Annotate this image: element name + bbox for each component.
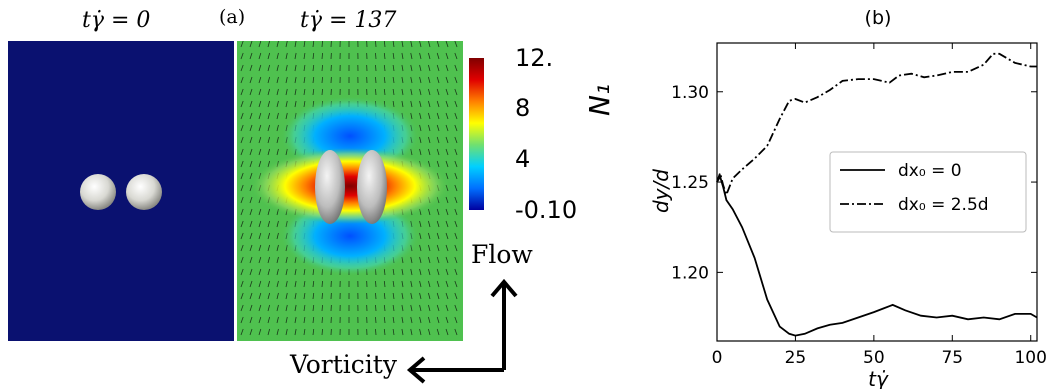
colorbar-tick-4: 4: [515, 145, 531, 173]
colorbar-tick-8: 8: [515, 94, 531, 122]
x-tick-label: 50: [863, 348, 885, 368]
initial-field-image: [8, 41, 234, 341]
x-tick-label: 0: [712, 348, 723, 368]
colorbar-label: N₁: [583, 83, 616, 116]
flow-arrow-icon: [490, 278, 518, 370]
legend-box: [829, 151, 1027, 233]
x-axis-label: tγ̇: [868, 367, 889, 389]
colorbar-svg: [469, 58, 484, 210]
chart-title: (b): [865, 7, 892, 29]
dy-chart: (b) dy/d tγ̇ 0 25 50 75 100 1.20 1.25 1.30 dx₀ =…: [649, 7, 1047, 389]
deformed-field-svg: [240, 41, 458, 336]
left-field-title: tγ̇ = 0: [82, 8, 151, 33]
legend: dx₀ = 0 dx₀ = 2.5d: [829, 151, 1027, 233]
y-tick-label: 1.25: [671, 173, 709, 193]
sphere-left: [80, 174, 116, 210]
initial-field-spheres: [80, 174, 162, 210]
x-tick-label: 25: [785, 348, 807, 368]
colorbar-gradient: [469, 58, 484, 210]
deformed-particle-left: [315, 150, 345, 224]
plot-frame: [716, 42, 1038, 342]
vorticity-arrow-icon: [406, 356, 504, 384]
sphere-right: [126, 174, 162, 210]
vorticity-label: Vorticity: [290, 350, 397, 379]
deformed-field-image: [237, 41, 463, 341]
flow-label: Flow: [471, 240, 533, 269]
legend-label-0: dx₀ = 0: [898, 161, 962, 181]
right-field-title: tγ̇ = 137: [300, 8, 397, 33]
deformed-particle-right: [357, 150, 387, 224]
series-line-0: [716, 174, 1038, 337]
colorbar: [469, 58, 484, 210]
legend-label-1: dx₀ = 2.5d: [898, 195, 989, 215]
colorbar-tick-12: 12.: [515, 44, 554, 72]
x-tick-label: 100: [1014, 348, 1046, 368]
y-tick-label: 1.30: [671, 83, 709, 103]
colorbar-tick-min: -0.10: [515, 196, 578, 224]
panel-a-label: (a): [219, 6, 246, 28]
y-axis-label: dy/d: [649, 169, 673, 213]
x-tick-label: 75: [941, 348, 963, 368]
flow-vorticity-arrows: [406, 278, 518, 384]
y-tick-label: 1.20: [671, 263, 709, 283]
hot-region: [250, 148, 450, 224]
